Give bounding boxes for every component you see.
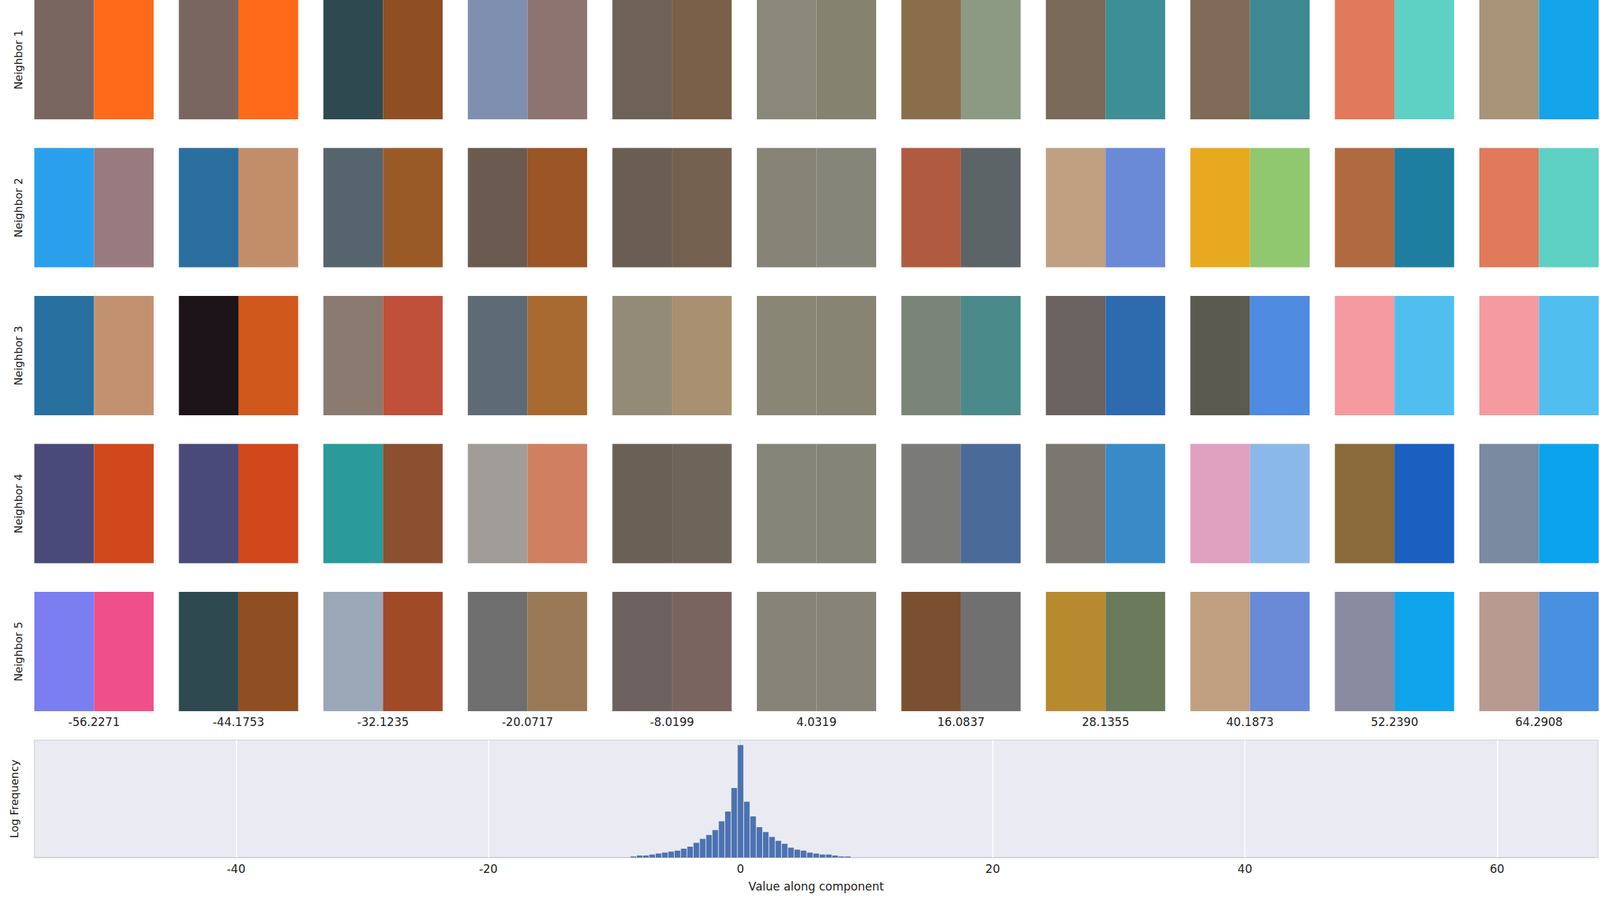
svg-text:40.1873: 40.1873 [1226,715,1274,729]
svg-text:-8.0199: -8.0199 [649,715,695,729]
svg-text:Log Frequency: Log Frequency [8,759,21,838]
svg-text:52.2390: 52.2390 [1370,715,1419,729]
svg-text:-20.0717: -20.0717 [501,715,553,729]
svg-text:-32.1235: -32.1235 [357,715,409,729]
svg-text:Neighbor 1: Neighbor 1 [12,29,25,89]
svg-text:60: 60 [1490,862,1505,876]
svg-text:20: 20 [985,862,1001,876]
svg-text:Neighbor 5: Neighbor 5 [12,621,25,681]
svg-text:Value along component: Value along component [748,879,885,894]
svg-text:40: 40 [1237,862,1253,876]
svg-text:16.0837: 16.0837 [937,715,985,729]
svg-text:4.0319: 4.0319 [796,715,837,729]
svg-text:Neighbor 2: Neighbor 2 [12,177,25,238]
svg-text:-56.2271: -56.2271 [68,715,120,729]
svg-text:-20: -20 [479,862,499,876]
svg-text:Neighbor 3: Neighbor 3 [12,325,25,385]
svg-text:64.2908: 64.2908 [1515,715,1563,729]
svg-text:Neighbor 4: Neighbor 4 [12,473,25,534]
svg-text:-44.1753: -44.1753 [212,715,265,729]
svg-text:28.1355: 28.1355 [1081,715,1129,729]
svg-text:0: 0 [736,862,745,876]
svg-text:-40: -40 [226,862,246,876]
